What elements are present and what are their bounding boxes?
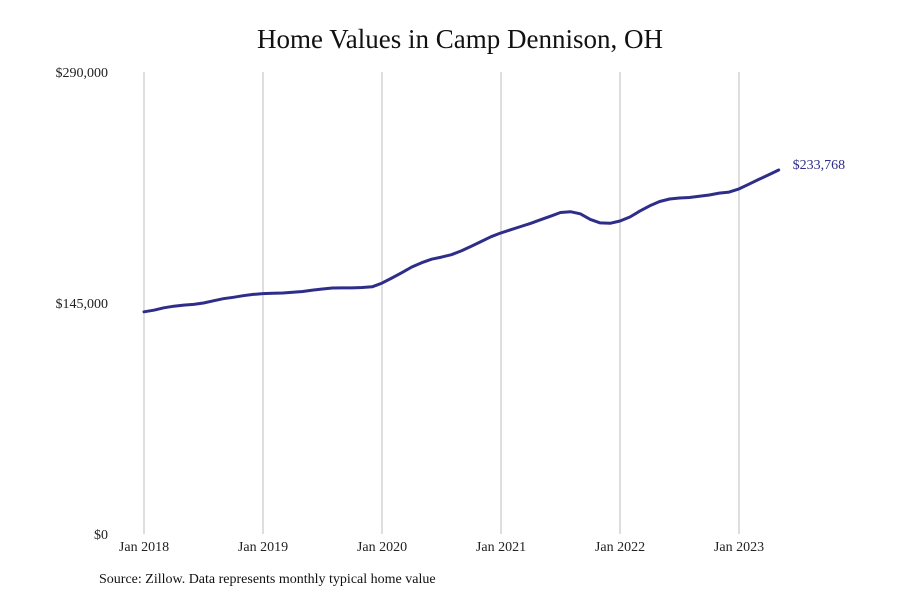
- x-tick-label: Jan 2020: [357, 540, 407, 555]
- x-tick-label: Jan 2018: [119, 540, 169, 555]
- x-tick-label: Jan 2019: [238, 540, 288, 555]
- series-group: [142, 168, 781, 314]
- source-note: Source: Zillow. Data represents monthly …: [99, 572, 436, 587]
- y-tick-label: $145,000: [56, 297, 109, 312]
- y-tick-label: $0: [94, 528, 108, 543]
- end-value-label: $233,768: [793, 158, 846, 173]
- x-axis-ticks: Jan 2018 Jan 2019 Jan 2020 Jan 2021 Jan 2022…: [119, 540, 764, 555]
- grid-lines: [143, 72, 740, 534]
- y-axis-ticks: $0 $145,000 $290,000: [56, 66, 109, 543]
- x-tick-label: Jan 2022: [595, 540, 645, 555]
- series-line: [142, 168, 781, 314]
- x-tick-label: Jan 2023: [714, 540, 764, 555]
- x-tick-label: Jan 2021: [476, 540, 526, 555]
- y-tick-label: $290,000: [56, 66, 109, 81]
- end-label-group: $233,768: [793, 158, 846, 173]
- chart-title: Home Values in Camp Dennison, OH: [257, 24, 663, 54]
